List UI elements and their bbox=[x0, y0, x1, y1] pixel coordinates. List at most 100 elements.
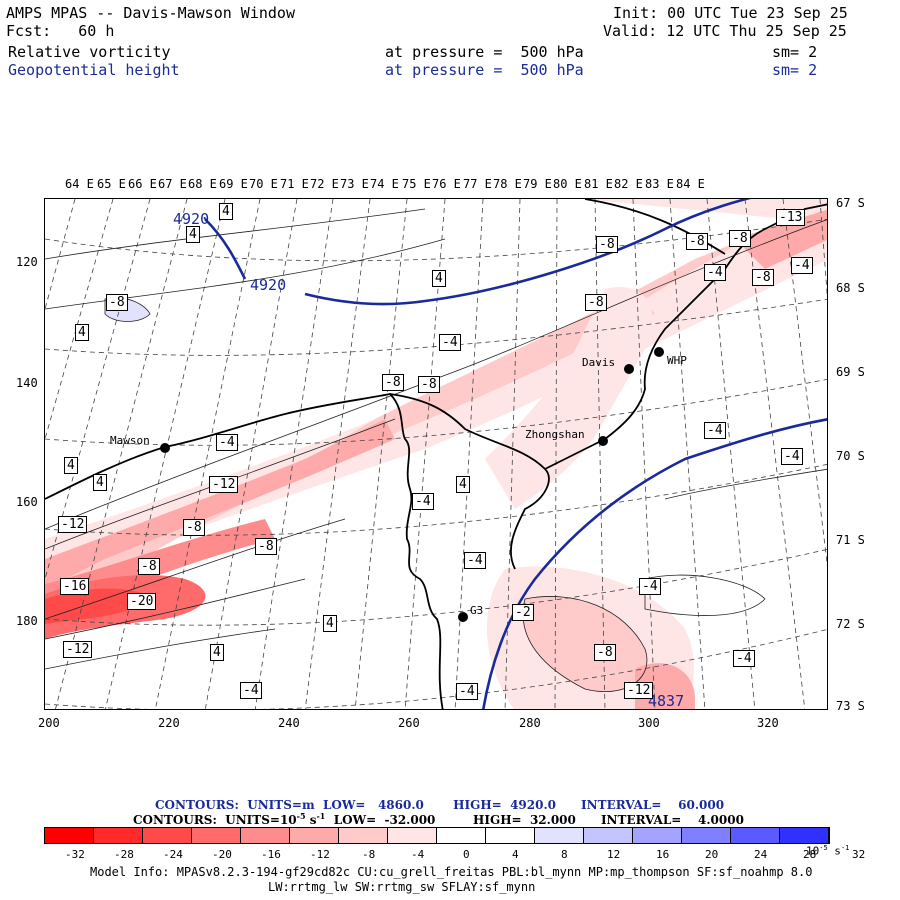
vorticity-contour-label: -20 bbox=[127, 593, 157, 610]
station-zhongshan-label: Zhongshan bbox=[525, 428, 585, 441]
vorticity-contour-label: -8 bbox=[752, 269, 774, 286]
station-whp-label: WHP bbox=[667, 354, 687, 367]
vorticity-contour-label: -8 bbox=[138, 558, 160, 575]
height-contours bbox=[204, 199, 827, 709]
latitude-label: 72 S bbox=[836, 617, 865, 631]
vorticity-contour-label: -4 bbox=[639, 578, 661, 595]
colorbar-tick-label: -4 bbox=[411, 848, 425, 861]
y-tick-label: 120 bbox=[16, 255, 38, 269]
longitude-label: 70 E bbox=[249, 177, 278, 191]
vorticity-contour-label: -8 bbox=[596, 236, 618, 253]
vorticity-contour-label: -13 bbox=[776, 209, 806, 226]
vorticity-contour-label: -2 bbox=[512, 604, 534, 621]
vorticity-contour-label: 4 bbox=[432, 270, 446, 287]
vorticity-contour-label: -12 bbox=[58, 516, 88, 533]
colorbar-tick-label: 16 bbox=[656, 848, 670, 861]
vorticity-contour-label: -4 bbox=[456, 683, 478, 700]
vorticity-contour-label: -12 bbox=[209, 476, 239, 493]
field2-level: at pressure = 500 hPa bbox=[385, 61, 584, 79]
colorbar-swatch bbox=[633, 828, 682, 843]
colorbar-swatch bbox=[584, 828, 633, 843]
colorbar-swatch bbox=[780, 828, 829, 843]
field1-smooth: sm= 2 bbox=[772, 43, 818, 61]
longitude-label: 67 E bbox=[158, 177, 187, 191]
colorbar-swatch bbox=[192, 828, 241, 843]
vorticity-contour-label: -4 bbox=[216, 434, 238, 451]
vorticity-contour-label: -4 bbox=[781, 448, 803, 465]
longitude-label: 83 E bbox=[645, 177, 674, 191]
colorbar-tick-label: 20 bbox=[705, 848, 719, 861]
y-tick-label: 180 bbox=[16, 614, 38, 628]
valid-time: Valid: 12 UTC Thu 25 Sep 25 bbox=[603, 22, 847, 40]
vorticity-contour-label: -8 bbox=[686, 233, 708, 250]
colorbar-tick-label: -24 bbox=[163, 848, 183, 861]
colorbar-tick-label: 24 bbox=[754, 848, 768, 861]
longitude-label: 75 E bbox=[402, 177, 431, 191]
colorbar-tick-label: -32 bbox=[65, 848, 85, 861]
height-label: 4837 bbox=[648, 692, 685, 710]
vorticity-contour-label: -4 bbox=[464, 552, 486, 569]
colorbar-swatch bbox=[339, 828, 388, 843]
colorbar-swatch bbox=[290, 828, 339, 843]
latitude-label: 68 S bbox=[836, 281, 865, 295]
colorbar-swatch bbox=[388, 828, 437, 843]
longitude-label: 65 E bbox=[97, 177, 126, 191]
vorticity-contour-label: 4 bbox=[64, 457, 78, 474]
x-tick-label: 240 bbox=[278, 716, 300, 730]
longitude-label: 79 E bbox=[523, 177, 552, 191]
colorbar-tick-label: 8 bbox=[561, 848, 568, 861]
longitude-label: 68 E bbox=[188, 177, 217, 191]
field1-level: at pressure = 500 hPa bbox=[385, 43, 584, 61]
vorticity-contour-label: -8 bbox=[418, 376, 440, 393]
vorticity-contour-label: 4 bbox=[219, 203, 233, 220]
longitude-label: 64 E bbox=[65, 177, 94, 191]
window-title: AMPS MPAS -- Davis-Mawson Window bbox=[6, 4, 295, 22]
vorticity-contour-info: CONTOURS: UNITS=10-5 s-1 LOW= -32.000 HI… bbox=[133, 811, 744, 827]
latitude-label: 67 S bbox=[836, 196, 865, 210]
x-tick-label: 220 bbox=[158, 716, 180, 730]
field2-smooth: sm= 2 bbox=[772, 61, 818, 79]
colorbar-tick-label: -12 bbox=[310, 848, 330, 861]
height-label: 4920 bbox=[173, 210, 210, 228]
latitude-label: 71 S bbox=[836, 533, 865, 547]
longitude-label: 78 E bbox=[493, 177, 522, 191]
colorbar-tick-label: -28 bbox=[114, 848, 134, 861]
vorticity-contour-label: -4 bbox=[412, 493, 434, 510]
height-label: 4920 bbox=[250, 276, 287, 294]
x-tick-label: 300 bbox=[638, 716, 660, 730]
vorticity-contour-label: 4 bbox=[186, 226, 200, 243]
longitude-label: 66 E bbox=[128, 177, 157, 191]
vorticity-contour-label: -4 bbox=[733, 650, 755, 667]
x-tick-label: 280 bbox=[519, 716, 541, 730]
colorbar-unit: 10-5 s-1 bbox=[806, 844, 850, 858]
station-mawson-label: Mawson bbox=[110, 434, 150, 447]
longitude-label: 71 E bbox=[280, 177, 309, 191]
vorticity-contour-label: -12 bbox=[624, 682, 654, 699]
vorticity-contour-label: -8 bbox=[585, 294, 607, 311]
vorticity-contour-label: -4 bbox=[240, 682, 262, 699]
colorbar-swatch bbox=[731, 828, 780, 843]
colorbar-tick-label: 28 bbox=[803, 848, 817, 861]
vorticity-contour-label: -8 bbox=[382, 374, 404, 391]
colorbar-swatch bbox=[437, 828, 486, 843]
vorticity-shading bbox=[45, 199, 827, 709]
y-tick-label: 160 bbox=[16, 495, 38, 509]
vorticity-contour-label: -4 bbox=[704, 422, 726, 439]
colorbar-tick-label: -8 bbox=[362, 848, 376, 861]
longitude-label: 69 E bbox=[219, 177, 248, 191]
colorbar-tick-label: 12 bbox=[607, 848, 621, 861]
colorbar-swatch bbox=[241, 828, 290, 843]
y-tick-label: 140 bbox=[16, 376, 38, 390]
longitude-label: 74 E bbox=[370, 177, 399, 191]
colorbar bbox=[44, 827, 830, 844]
height-contour-info: CONTOURS: UNITS=m LOW= 4860.0 HIGH= 4920… bbox=[155, 798, 725, 812]
vorticity-contour-label: -8 bbox=[106, 294, 128, 311]
colorbar-swatch bbox=[143, 828, 192, 843]
vorticity-contour-label: -4 bbox=[704, 264, 726, 281]
vorticity-contour-label: -8 bbox=[594, 644, 616, 661]
latitude-label: 73 S bbox=[836, 699, 865, 713]
vorticity-contour-label: -8 bbox=[183, 519, 205, 536]
longitude-label: 82 E bbox=[614, 177, 643, 191]
vorticity-contour-label: -4 bbox=[439, 334, 461, 351]
longitude-label: 73 E bbox=[340, 177, 369, 191]
